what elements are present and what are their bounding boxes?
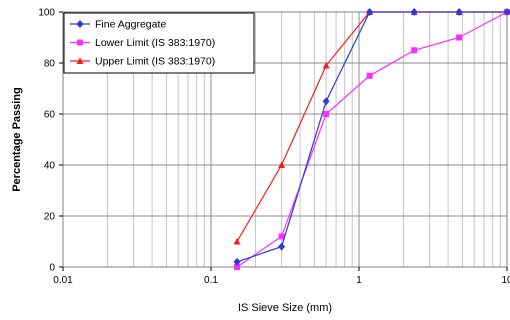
plot-area-frame [62,11,508,268]
data-point [323,111,330,117]
series-1 [233,8,510,266]
series-line [236,11,508,268]
data-point [322,62,330,69]
legend-label: Lower Limit (IS 383:1970) [95,37,215,49]
data-point [278,161,286,168]
x-tick-label: 1 [356,275,362,286]
x-axis: 0.01 0.1 1 10 [53,267,510,286]
data-point [366,8,374,16]
legend-swatch-marker [77,39,83,46]
legend-box [63,12,255,74]
series-layer [233,8,510,270]
y-axis-title: Percentage Passing [11,87,23,192]
data-point [233,257,241,266]
data-point [456,34,463,41]
series-line [236,11,507,263]
legend-entry: Fine Aggregate [70,19,166,31]
data-point [411,47,418,54]
x-tick-label: 10 [501,275,510,286]
data-point [278,242,286,251]
y-tick-label: 0 [49,263,55,274]
legend-entry: Lower Limit (IS 383:1970) [70,37,215,49]
legend-label: Upper Limit (IS 383:1970) [95,56,215,68]
y-tick-label: 60 [44,110,56,121]
legend-label: Fine Aggregate [95,19,166,31]
legend: Fine Aggregate Lower Limit (IS 383:1970) U… [63,12,255,74]
data-point [503,8,510,16]
data-point [455,8,463,16]
legend-swatch-marker [76,57,84,64]
y-tick-label: 100 [38,8,55,19]
data-point [410,8,418,16]
series-line [236,11,507,242]
legend-swatch-marker [76,20,84,28]
series-2 [234,9,510,270]
y-axis: 0 20 40 60 80 100 [38,8,63,274]
x-axis-title: IS Sieve Size (mm) [238,302,332,314]
y-tick-label: 20 [44,212,56,223]
y-tick-label: 80 [44,59,56,70]
data-point [366,72,373,79]
data-point [233,238,241,245]
y-tick-label: 40 [44,161,56,172]
data-point [234,264,241,270]
x-tick-label: 0.1 [204,275,218,286]
legend-entry: Upper Limit (IS 383:1970) [70,56,215,68]
data-point [278,233,285,240]
data-point [322,97,330,106]
series-3 [233,8,510,245]
x-tick-label: 0.01 [53,275,73,286]
